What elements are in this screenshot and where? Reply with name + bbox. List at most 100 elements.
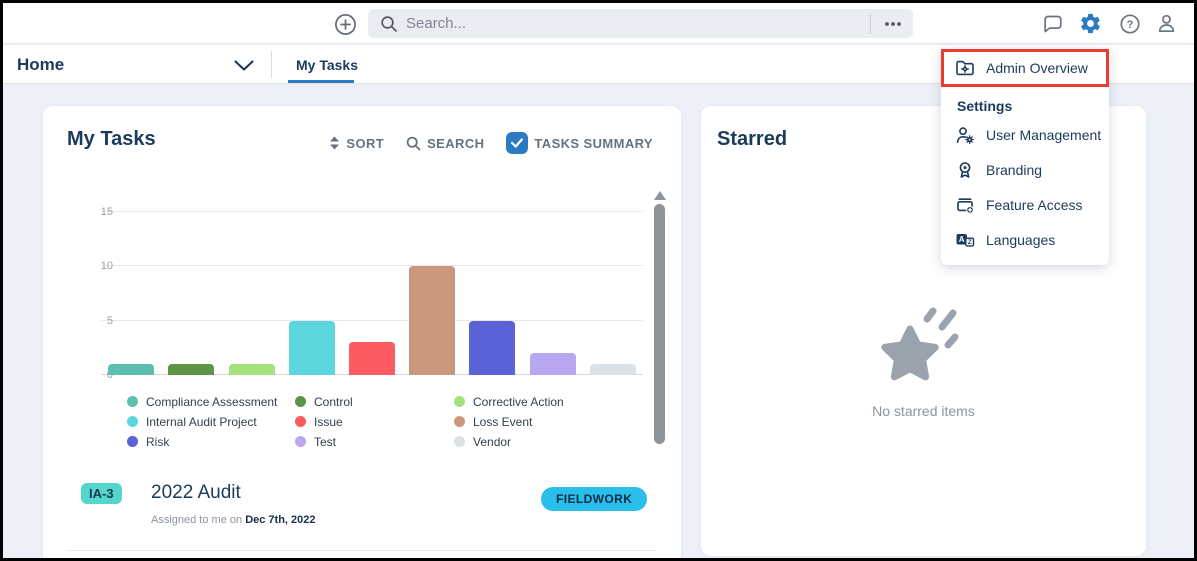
- legend-item[interactable]: Issue: [295, 414, 454, 429]
- menu-item-label: Admin Overview: [986, 60, 1088, 76]
- translate-az-icon: A Z: [956, 233, 975, 247]
- legend-item[interactable]: Internal Audit Project: [127, 414, 295, 429]
- legend-item[interactable]: Test: [295, 434, 454, 449]
- scrollbar-thumb[interactable]: [654, 204, 665, 444]
- svg-text:A: A: [959, 235, 965, 244]
- menu-item-feature-access[interactable]: Feature Access: [941, 187, 1109, 222]
- menu-item-user-management[interactable]: User Management: [941, 117, 1109, 152]
- tab-my-tasks[interactable]: My Tasks: [288, 45, 366, 84]
- legend-dot: [127, 396, 138, 407]
- chart-bar[interactable]: [589, 364, 636, 375]
- tasks-summary-chart: 0 5 10 15: [83, 191, 643, 381]
- legend-label: Issue: [314, 414, 343, 429]
- help-button[interactable]: ?: [1117, 11, 1142, 36]
- task-status-badge: FIELDWORK: [541, 487, 648, 511]
- task-assigned-text: Assigned to me on Dec 7th, 2022: [151, 514, 316, 526]
- svg-text:?: ?: [1126, 19, 1133, 31]
- topbar: ?: [3, 3, 1194, 44]
- tab-my-tasks-label: My Tasks: [296, 56, 358, 73]
- bar-slot: [462, 191, 522, 375]
- sort-button[interactable]: SORT: [329, 136, 384, 151]
- user-profile-button[interactable]: [1154, 11, 1179, 36]
- home-dropdown-label[interactable]: Home: [17, 55, 65, 74]
- search-icon: [406, 136, 421, 150]
- tasks-summary-toggle[interactable]: TASKS SUMMARY: [506, 132, 653, 154]
- y-axis-tick: 10: [100, 260, 113, 273]
- legend-dot: [454, 436, 465, 447]
- legend-item[interactable]: Loss Event: [454, 414, 564, 429]
- user-gear-icon: [956, 126, 974, 144]
- task-assigned-date: Dec 7th, 2022: [245, 514, 316, 526]
- person-icon: [1158, 14, 1175, 33]
- legend-item[interactable]: Corrective Action: [454, 394, 564, 409]
- task-title[interactable]: 2022 Audit: [151, 482, 241, 503]
- bar-slot: [523, 191, 583, 375]
- chart-legend: Compliance Assessment Control Corrective A…: [127, 394, 564, 449]
- task-assigned-prefix: Assigned to me on: [151, 514, 243, 526]
- gridline: [101, 265, 643, 267]
- chart-bar[interactable]: [529, 353, 576, 375]
- admin-folder-icon: [956, 60, 974, 76]
- chart-bar[interactable]: [348, 342, 395, 375]
- chart-bar[interactable]: [228, 364, 275, 375]
- legend-label: Compliance Assessment: [146, 394, 278, 409]
- sort-label: SORT: [346, 135, 385, 151]
- chevron-down-icon: [234, 59, 254, 71]
- bar-slot: [282, 191, 342, 375]
- chart-bar[interactable]: [288, 320, 335, 375]
- bar-slot: [402, 191, 462, 375]
- chat-button[interactable]: [1040, 11, 1065, 36]
- my-tasks-controls: SORT SEARCH TASKS SUMMARY: [329, 132, 653, 154]
- chart-bar[interactable]: [469, 320, 516, 375]
- legend-label: Loss Event: [473, 414, 533, 429]
- tasks-summary-label: TASKS SUMMARY: [534, 135, 653, 151]
- legend-item[interactable]: Compliance Assessment: [127, 394, 295, 409]
- plus-circle-icon: [334, 13, 356, 35]
- search-options-button[interactable]: [881, 12, 905, 36]
- search-tasks-button[interactable]: SEARCH: [406, 136, 484, 151]
- bar-slot: [342, 191, 402, 375]
- shooting-star-icon: [880, 307, 958, 381]
- legend-dot: [127, 436, 138, 447]
- search-bar[interactable]: [368, 9, 913, 38]
- legend-label: Control: [314, 394, 353, 409]
- menu-item-languages[interactable]: A Z Languages: [941, 222, 1109, 257]
- legend-dot: [454, 416, 465, 427]
- legend-label: Corrective Action: [473, 394, 564, 409]
- bar-slot: [101, 191, 161, 375]
- home-dropdown-toggle[interactable]: [231, 53, 257, 77]
- chart-bar[interactable]: [168, 364, 215, 375]
- sort-icon: [330, 136, 340, 150]
- feature-box-plus-icon: [957, 197, 974, 214]
- ellipsis-icon: [885, 21, 901, 26]
- my-tasks-card: My Tasks SORT SEARCH: [43, 106, 681, 558]
- chart-bar[interactable]: [108, 364, 155, 375]
- scrollbar-up-arrow[interactable]: [654, 191, 666, 200]
- menu-item-label: Branding: [986, 161, 1043, 178]
- bar-slot: [583, 191, 643, 375]
- legend-item[interactable]: Control: [295, 394, 454, 409]
- menu-item-admin-overview[interactable]: Admin Overview: [941, 49, 1109, 87]
- svg-text:Z: Z: [968, 239, 972, 246]
- help-icon: ?: [1119, 13, 1140, 34]
- search-label: SEARCH: [427, 135, 485, 151]
- settings-button[interactable]: [1078, 11, 1103, 36]
- card-scrollbar[interactable]: [653, 191, 666, 453]
- search-icon: [381, 15, 397, 32]
- legend-item[interactable]: Vendor: [454, 434, 564, 449]
- starred-title: Starred: [717, 128, 788, 150]
- menu-item-label: Languages: [986, 231, 1056, 248]
- tasks-summary-checkbox[interactable]: [506, 132, 529, 154]
- search-bar-divider: [870, 13, 871, 34]
- chart-bar[interactable]: [409, 266, 456, 375]
- badge-icon: [959, 161, 971, 178]
- menu-item-branding[interactable]: Branding: [941, 152, 1109, 187]
- legend-item[interactable]: Risk: [127, 434, 295, 449]
- legend-dot: [454, 396, 465, 407]
- bar-slot: [221, 191, 281, 375]
- legend-label: Test: [314, 434, 337, 449]
- bars-row: [101, 191, 643, 375]
- search-input[interactable]: [406, 15, 860, 32]
- add-button[interactable]: [333, 12, 357, 36]
- y-axis-tick: 5: [106, 314, 113, 327]
